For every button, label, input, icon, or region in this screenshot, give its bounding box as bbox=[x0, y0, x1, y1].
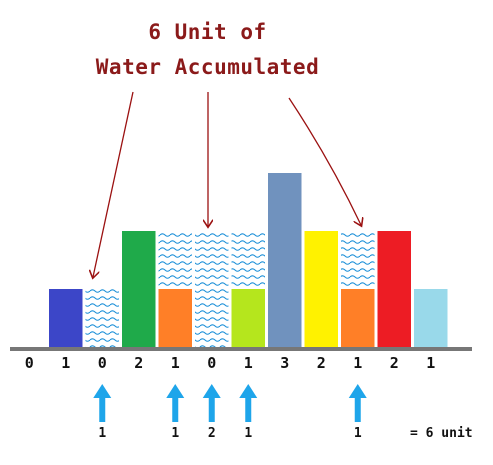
annotation-arrow-left bbox=[93, 91, 134, 277]
elevation-bar bbox=[304, 231, 338, 347]
water-arrow-icon bbox=[239, 384, 258, 422]
height-label: 1 bbox=[426, 354, 436, 372]
water-unit-label: 2 bbox=[207, 426, 216, 441]
water-unit-label: 1 bbox=[98, 426, 107, 441]
height-label: 2 bbox=[134, 354, 144, 372]
height-label: 1 bbox=[243, 354, 253, 372]
height-label: 1 bbox=[61, 354, 71, 372]
elevation-bar bbox=[158, 289, 192, 347]
water-unit-label: 1 bbox=[353, 426, 362, 441]
water-cell bbox=[195, 231, 229, 347]
elevation-bar bbox=[122, 231, 156, 347]
water-unit-label: 1 bbox=[244, 426, 253, 441]
elevation-bar bbox=[377, 231, 411, 347]
height-label: 1 bbox=[353, 354, 363, 372]
height-label: 0 bbox=[24, 354, 34, 372]
annotation-arrow-right bbox=[288, 97, 361, 225]
height-label: 2 bbox=[316, 354, 326, 372]
title-line-1: 6 Unit of bbox=[148, 20, 267, 44]
elevation-bar bbox=[414, 289, 448, 347]
height-label: 2 bbox=[389, 354, 399, 372]
elevation-bar bbox=[231, 289, 265, 347]
height-label: 3 bbox=[280, 354, 290, 372]
water-layer bbox=[85, 231, 375, 347]
water-arrow-layer bbox=[93, 384, 367, 422]
water-unit-label: 1 bbox=[171, 426, 180, 441]
water-cell bbox=[85, 289, 119, 347]
height-label: 1 bbox=[170, 354, 180, 372]
water-cell bbox=[231, 231, 265, 289]
water-cell bbox=[158, 231, 192, 289]
title-line-2: Water Accumulated bbox=[95, 55, 320, 79]
elevation-bar bbox=[49, 289, 83, 347]
elevation-bar bbox=[268, 173, 302, 347]
water-arrow-icon bbox=[348, 384, 367, 422]
water-cell bbox=[341, 231, 375, 289]
elevation-bar bbox=[341, 289, 375, 347]
total-water-label: = 6 unit bbox=[410, 426, 473, 441]
water-arrow-icon bbox=[93, 384, 112, 422]
bar-layer bbox=[49, 173, 448, 347]
height-label: 0 bbox=[97, 354, 107, 372]
water-arrow-icon bbox=[202, 384, 221, 422]
water-arrow-icon bbox=[166, 384, 185, 422]
annotation-arrows bbox=[93, 91, 361, 277]
height-label: 0 bbox=[207, 354, 217, 372]
